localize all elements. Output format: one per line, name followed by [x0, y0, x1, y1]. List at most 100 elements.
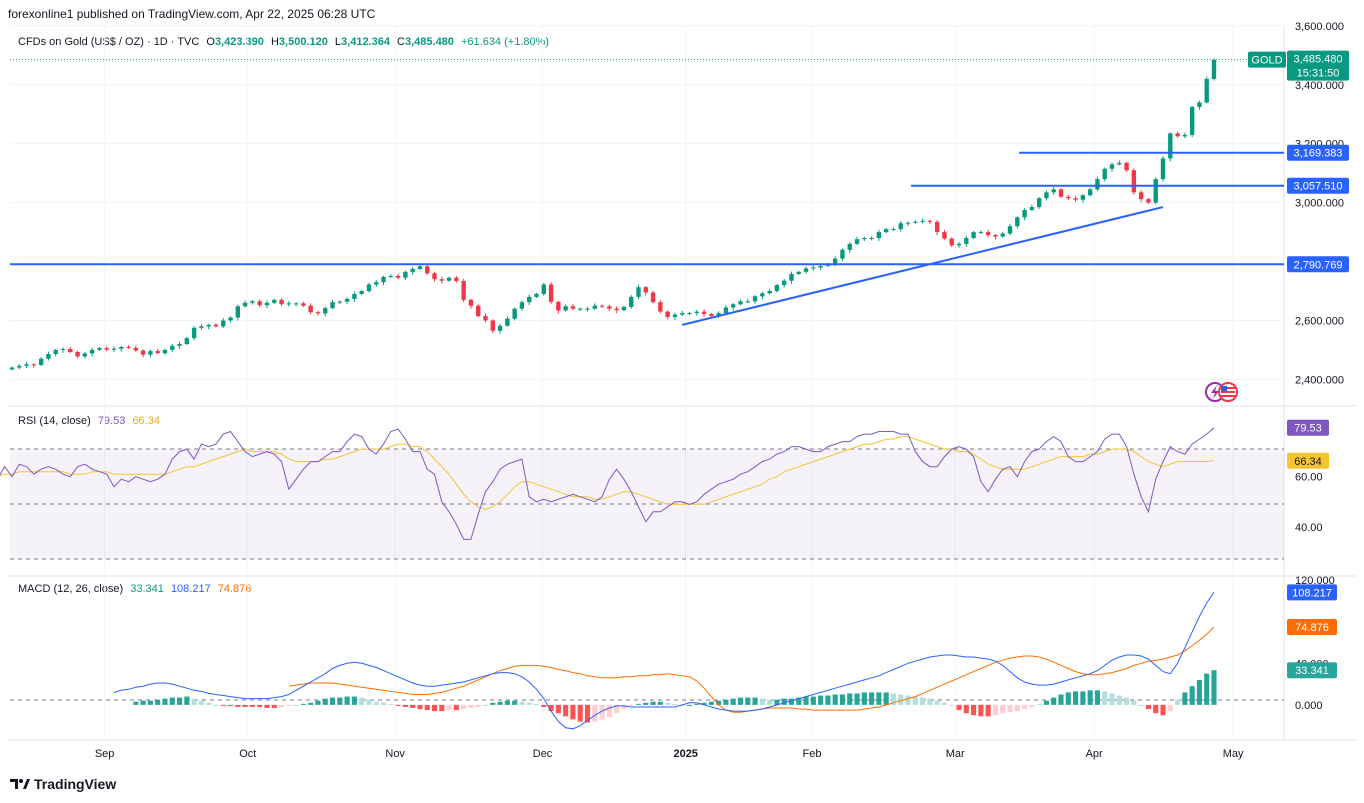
countdown-label: 15:31:50: [1297, 68, 1340, 80]
macd-histogram-bar: [315, 700, 321, 705]
candle-body: [1204, 78, 1209, 103]
candle-body: [869, 237, 874, 239]
candle-body: [381, 276, 386, 283]
candle-body: [476, 305, 481, 317]
macd-histogram-bar: [257, 704, 263, 707]
candle-body: [17, 365, 22, 368]
candle-body: [1000, 233, 1005, 237]
candle-body: [636, 287, 641, 297]
candle-body: [461, 280, 466, 300]
macd-histogram-bar: [941, 702, 948, 705]
macd-histogram-bar: [745, 697, 751, 705]
candle-body: [876, 232, 882, 238]
candle-body: [913, 221, 918, 223]
candle-body: [898, 223, 903, 230]
tradingview-logo-icon: [10, 779, 30, 789]
macd-histogram-bar: [1080, 691, 1086, 705]
candle-body: [862, 237, 867, 240]
candle-body: [709, 313, 714, 317]
candle-body: [366, 284, 372, 292]
macd-histogram-bar: [461, 704, 467, 710]
candle-body: [687, 313, 692, 315]
macd-histogram-bar: [417, 704, 423, 710]
time-tick-label: May: [1223, 748, 1244, 760]
macd-histogram-bar: [1087, 690, 1093, 705]
rsi-ma-line: [0, 436, 1215, 510]
macd-histogram-bar: [912, 696, 918, 705]
macd-histogram-bar: [1196, 679, 1202, 705]
macd-histogram-bar: [1153, 704, 1159, 714]
macd-histogram-bar: [1124, 697, 1130, 705]
candle-body: [505, 318, 510, 326]
candle-body: [439, 279, 444, 281]
macd-histogram-bar: [490, 702, 496, 705]
candle-body: [60, 349, 66, 351]
candle-body: [621, 306, 627, 311]
macd-histogram-bar: [694, 703, 700, 705]
macd-histogram-bar: [1036, 703, 1042, 705]
level-label: 3,057.510: [1294, 181, 1343, 193]
symbol-tag: [1248, 51, 1286, 68]
time-tick-label: Mar: [946, 748, 965, 760]
macd-histogram-bar: [242, 704, 248, 707]
macd-histogram-bar: [198, 700, 204, 705]
candle-body: [942, 232, 947, 239]
candle-body: [716, 313, 721, 317]
macd-histogram-bar: [1065, 692, 1071, 705]
macd-macd-label: 108.217: [1292, 587, 1332, 599]
candle-body: [344, 298, 350, 302]
macd-histogram-bar: [672, 703, 678, 705]
candle-body: [1051, 189, 1056, 193]
candle-body: [111, 348, 117, 350]
macd-histogram-bar: [497, 701, 503, 705]
candle-body: [650, 292, 656, 303]
macd-histogram-bar: [235, 704, 241, 707]
macd-histogram-bar: [206, 702, 212, 705]
macd-histogram-bar: [133, 701, 139, 705]
macd-histogram-bar: [1058, 694, 1064, 705]
price-tick-label: 3,000.000: [1295, 198, 1344, 210]
candle-body: [97, 348, 102, 350]
candle-body: [1131, 170, 1137, 193]
macd-histogram-bar: [1094, 690, 1100, 705]
candle-body: [191, 327, 197, 339]
candle-body: [563, 306, 568, 311]
candle-body: [257, 301, 262, 306]
high-value: H3,500.120: [270, 36, 328, 48]
rsi-tick-label: 60.00: [1295, 472, 1323, 484]
macd-histogram-bar: [431, 704, 438, 712]
candle-body: [199, 326, 204, 328]
macd-histogram-bar: [949, 704, 955, 706]
macd-histogram-bar: [169, 697, 175, 705]
candle-body: [789, 273, 794, 281]
rsi-series: [0, 427, 1215, 540]
candle-body: [1197, 102, 1202, 107]
time-tick-label: Dec: [533, 748, 553, 760]
macd-histogram-bar: [971, 704, 977, 716]
candle-body: [548, 284, 554, 302]
candle-body: [1146, 199, 1151, 203]
last-price-label: 3,485.480: [1294, 54, 1343, 66]
macd-histogram-bar: [533, 703, 540, 705]
candle-body: [629, 296, 634, 307]
macd-histogram-bar: [956, 704, 962, 711]
level-tag: [1287, 177, 1349, 194]
candle-body: [956, 243, 962, 246]
macd-histogram-bar: [337, 697, 343, 705]
us-flag-icon[interactable]: [1218, 382, 1238, 402]
candle-body: [1182, 134, 1188, 137]
macd-histogram-bar: [482, 704, 489, 706]
level-tag: [1287, 144, 1349, 161]
candle-body: [410, 268, 415, 272]
macd-histogram-bar: [1189, 686, 1195, 705]
macd-histogram-bar: [1109, 693, 1115, 705]
candle-body: [833, 258, 838, 265]
macd-histogram-bar: [453, 704, 459, 711]
candle-body: [796, 271, 801, 274]
macd-histogram-bar: [832, 694, 838, 705]
candle-body: [53, 349, 58, 355]
candle-body: [403, 271, 408, 278]
macd-histogram-bar: [1131, 700, 1137, 705]
candle-body: [148, 351, 153, 355]
